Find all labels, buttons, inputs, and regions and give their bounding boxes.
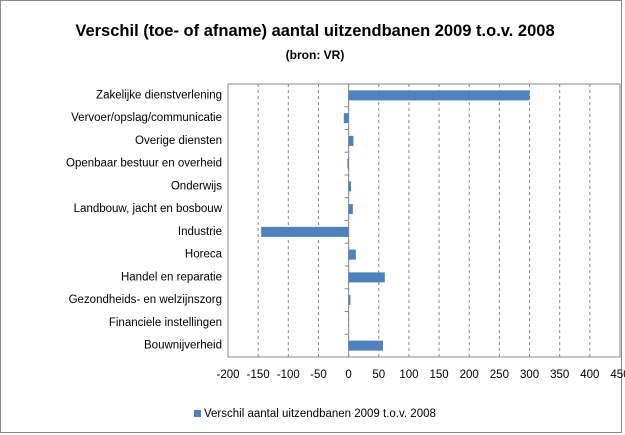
y-tick-label: Financiele instellingen xyxy=(109,317,222,329)
x-tick-label: 100 xyxy=(399,369,418,381)
plot-area xyxy=(227,83,621,358)
bar xyxy=(348,295,351,306)
x-tick-label: -100 xyxy=(277,369,300,381)
x-tick-label: 300 xyxy=(520,369,539,381)
legend-swatch xyxy=(194,410,201,417)
bar xyxy=(348,249,356,260)
x-tick-label: 200 xyxy=(460,369,479,381)
bar xyxy=(348,181,352,192)
y-tick-label: Handel en reparatie xyxy=(121,271,222,283)
y-tick-label: Overige diensten xyxy=(135,135,222,147)
bar xyxy=(348,272,385,283)
y-tick-label: Gezondheids- en welzijnszorg xyxy=(69,294,222,306)
y-tick-label: Landbouw, jacht en bosbouw xyxy=(74,203,223,215)
y-tick-label: Bouwnijverheid xyxy=(144,340,222,352)
x-tick-label: 450 xyxy=(610,369,625,381)
bar xyxy=(343,113,349,124)
x-tick-label: 150 xyxy=(429,369,448,381)
x-tick-label: -200 xyxy=(216,369,239,381)
y-tick-label: Zakelijke dienstverlening xyxy=(96,89,222,101)
bar xyxy=(347,158,349,169)
x-tick-label: 0 xyxy=(345,369,351,381)
y-tick-label: Horeca xyxy=(185,249,223,261)
title-block: Verschil (toe- of afname) aantal uitzend… xyxy=(75,20,555,67)
bar xyxy=(348,135,354,146)
y-tick-label: Openbaar bestuur en overheid xyxy=(66,158,222,170)
bar xyxy=(348,204,353,215)
y-tick-label: Onderwijs xyxy=(171,180,222,192)
bar xyxy=(348,90,530,101)
bar xyxy=(348,340,383,351)
chart-title: Verschil (toe- of afname) aantal uitzend… xyxy=(75,22,555,40)
x-tick-label: -50 xyxy=(310,369,327,381)
x-tick-label: 350 xyxy=(550,369,569,381)
y-tick-label: Vervoer/opslag/communicatie xyxy=(71,112,222,124)
x-tick-label: -150 xyxy=(247,369,270,381)
y-tick-label: Industrie xyxy=(178,226,222,238)
legend-label: Verschil aantal uitzendbanen 2009 t.o.v.… xyxy=(204,408,436,420)
x-tick-label: 250 xyxy=(490,369,509,381)
chart-subtitle: (bron: VR) xyxy=(285,48,345,62)
x-tick-label: 400 xyxy=(580,369,599,381)
bar xyxy=(261,226,349,237)
x-tick-label: 50 xyxy=(372,369,385,381)
